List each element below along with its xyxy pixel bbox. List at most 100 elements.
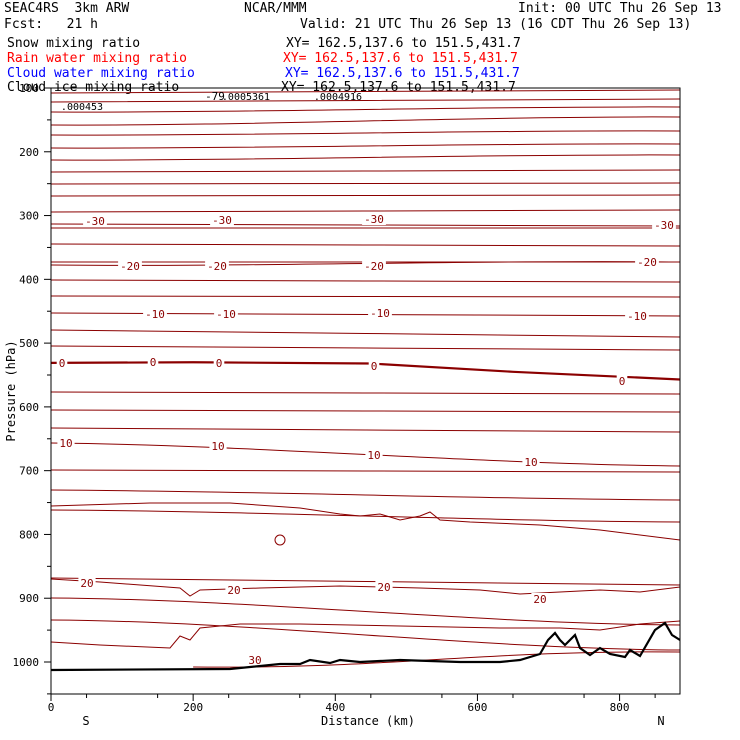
contour-label-6: -20 [364, 260, 384, 273]
valid-time: Valid: 21 UTC Thu 26 Sep 13 (16 CDT Thu … [300, 17, 692, 32]
contour-line-6 [50, 154, 681, 161]
x-end-label-south: S [82, 714, 89, 728]
field-name-cloud-water: Cloud water mixing ratio [7, 66, 195, 81]
contour-label-17: 10 [59, 437, 72, 450]
contour-label-1-bg [210, 214, 234, 226]
field-name-rain: Rain water mixing ratio [7, 51, 188, 66]
contour-label-12: 0 [59, 357, 66, 370]
contour-label-5-bg [205, 260, 229, 272]
contour-label-0: -30 [85, 215, 105, 228]
contour-label-12-bg [56, 357, 68, 369]
contour-line-22 [50, 489, 681, 501]
contour-label-2-bg [362, 213, 386, 225]
contour-label-15: 0 [371, 360, 378, 373]
y-tick-label-800: 800 [19, 528, 39, 541]
contour-line-14 [50, 279, 681, 283]
small-closed-contour [274, 534, 286, 546]
temperature-contour--10 [50, 312, 681, 317]
temperature-contour-0 [50, 361, 681, 381]
contour-line-3 [50, 116, 681, 126]
contour-label-10-bg [368, 307, 392, 319]
y-tick-label-1000: 1000 [13, 656, 40, 669]
contour-label-21: 20 [80, 577, 93, 590]
contour-line-11 [50, 227, 681, 229]
contour-label-8-bg [143, 308, 167, 320]
contour-label-13: 0 [150, 356, 157, 369]
contour-line-8 [50, 182, 681, 185]
plot-frame [50, 87, 681, 695]
contour-line-7 [50, 169, 681, 173]
y-tick-label-600: 600 [19, 401, 39, 414]
contour-line-20 [50, 427, 681, 433]
x-end-label-north: N [657, 714, 664, 728]
init-time: Init: 00 UTC Thu 26 Sep 13 [518, 1, 722, 16]
contour-line-25 [50, 619, 681, 651]
field-xy-cloud-water: XY= 162.5,137.6 to 151.5,431.7 [285, 66, 520, 81]
contour-label-18: 10 [211, 440, 224, 453]
contour-label-21-bg [78, 577, 96, 589]
terrain-line [50, 621, 681, 672]
contour-line-23 [50, 509, 681, 523]
contour-label-5: -20 [207, 260, 227, 273]
contour-label-19-bg [365, 449, 383, 461]
contour-label-23: 20 [377, 581, 390, 594]
contour-line-17 [50, 345, 681, 351]
contour-label-20: 10 [524, 456, 537, 469]
y-axis-title: Pressure (hPa) [4, 340, 18, 441]
y-tick-label-900: 900 [19, 592, 39, 605]
contour-line-21 [50, 469, 681, 473]
contour-label-15-bg [368, 360, 380, 372]
contour-line-24 [50, 597, 681, 626]
x-tick-label-400: 400 [325, 701, 345, 714]
y-tick-label-100: 100 [19, 82, 39, 95]
contour-label-22: 20 [227, 584, 240, 597]
field-xy-rain: XY= 162.5,137.6 to 151.5,431.7 [283, 51, 518, 66]
contour-label-1: -30 [212, 214, 232, 227]
contour-line-18 [50, 391, 681, 395]
contour-label-9: -10 [216, 308, 236, 321]
contour-label-14: 0 [216, 357, 223, 370]
field-xy-snow: XY= 162.5,137.6 to 151.5,431.7 [286, 36, 521, 51]
y-tick-label-400: 400 [19, 273, 39, 286]
contour-line-12 [50, 243, 681, 247]
contour-line-lower-3 [50, 620, 681, 649]
x-tick-label-800: 800 [610, 701, 630, 714]
contour-label-24-bg [531, 593, 549, 605]
y-tick-label-700: 700 [19, 465, 39, 478]
contour-label-22-bg [225, 584, 243, 596]
contour-label-23-bg [375, 581, 393, 593]
contour-label-4: -20 [120, 260, 140, 273]
contour-label-24: 20 [533, 593, 546, 606]
contour-label-4-bg [118, 260, 142, 272]
contour-label-8: -10 [145, 308, 165, 321]
contour-label-9-bg [214, 308, 238, 320]
x-tick-label-0: 0 [48, 701, 55, 714]
contour-label-7: -20 [637, 256, 657, 269]
x-tick-label-200: 200 [183, 701, 203, 714]
contour-label-20-bg [522, 456, 540, 468]
contour-line-19 [50, 409, 681, 413]
y-tick-label-200: 200 [19, 146, 39, 159]
contour-label-2: -30 [364, 213, 384, 226]
ice-value-label-1: .000453 [61, 102, 103, 113]
contour-label-14-bg [213, 357, 225, 369]
y-tick-label-500: 500 [19, 337, 39, 350]
contour-line-9 [50, 194, 681, 197]
contour-line-4 [50, 130, 681, 136]
contour-line-0 [50, 89, 681, 94]
contour-label-25: 30 [248, 654, 261, 667]
contour-label-16-bg [616, 375, 628, 387]
contour-label-10: -10 [370, 307, 390, 320]
contour-label-19: 10 [367, 449, 380, 462]
contour-label-25-bg [246, 654, 264, 666]
field-name-snow: Snow mixing ratio [7, 36, 141, 51]
contour-label-0-bg [83, 215, 107, 227]
contour-line-15 [50, 295, 681, 298]
contour-label-17-bg [57, 437, 75, 449]
contour-line-2 [50, 106, 681, 113]
contour-label-16: 0 [619, 375, 626, 388]
contour-line-16 [50, 329, 681, 338]
ice-label-min: -79 [205, 90, 225, 103]
ice-value-label-3: .0004916 [314, 92, 362, 103]
